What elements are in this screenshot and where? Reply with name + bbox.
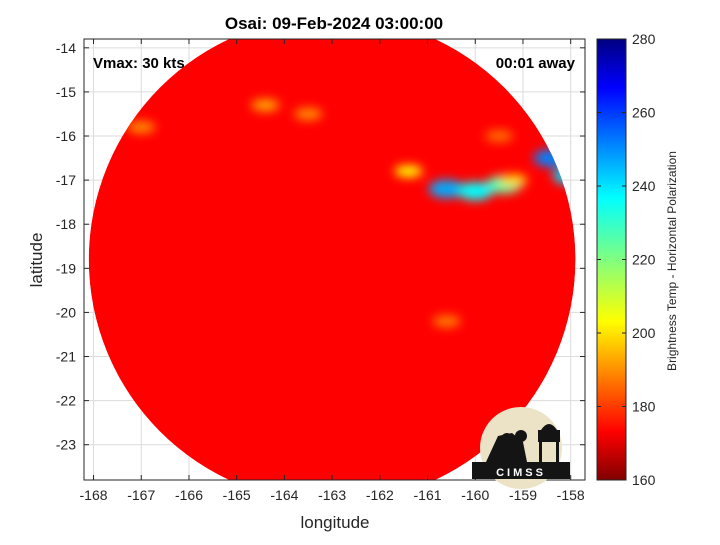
y-tick-label: -22: [56, 393, 76, 409]
colorbar-tick-label: 220: [632, 252, 656, 268]
x-tick-label: -160: [461, 487, 489, 503]
x-tick-label: -159: [509, 487, 537, 503]
x-tick-label: -163: [318, 487, 346, 503]
x-tick-label: -168: [80, 487, 108, 503]
convection-feature: [127, 121, 156, 134]
x-tick-label: -166: [175, 487, 203, 503]
colorbar-tick-label: 160: [632, 472, 656, 488]
y-tick-label: -21: [56, 349, 76, 365]
colorbar-tick-label: 260: [632, 105, 656, 121]
y-tick-label: -17: [56, 172, 76, 188]
colorbar-ticks: 160 180 200 220 240 260 280: [597, 31, 656, 488]
convection-feature: [394, 165, 423, 178]
convection-feature: [485, 130, 514, 143]
convection-feature: [251, 99, 280, 112]
x-tick-label: -161: [414, 487, 442, 503]
colorbar-tick-label: 200: [632, 325, 656, 341]
convection-feature: [432, 315, 461, 328]
convection-feature: [499, 174, 528, 187]
convection-feature: [457, 182, 494, 201]
axes: -168 -167 -166 -165 -164 -163 -162 -161 -160 -159…: [56, 38, 586, 503]
chart-title: Osai: 09-Feb-2024 03:00:00: [225, 14, 443, 33]
x-tick-label: -164: [270, 487, 298, 503]
cimss-logo-text: CIMSS: [496, 467, 546, 479]
colorbar-tick-label: 240: [632, 178, 656, 194]
convection-feature: [428, 179, 465, 198]
y-tick-label: -23: [56, 437, 76, 453]
vmax-annotation: Vmax: 30 kts: [93, 55, 185, 72]
x-tick-label: -158: [557, 487, 585, 503]
y-tick-label: -19: [56, 260, 76, 276]
colorbar-tick-label: 180: [632, 399, 656, 415]
y-tick-label: -15: [56, 84, 76, 100]
x-axis-label: longitude: [300, 513, 369, 532]
y-tick-label: -20: [56, 304, 76, 320]
y-tick-label: -16: [56, 128, 76, 144]
colorbar-tick-label: 280: [632, 31, 656, 47]
y-tick-label: -14: [56, 40, 76, 56]
x-tick-label: -162: [366, 487, 394, 503]
swath-background: [88, 39, 576, 480]
time-away-annotation: 00:01 away: [496, 55, 576, 72]
x-tick-label: -165: [223, 487, 251, 503]
colorbar-label: Brightness Temp - Horizontal Polarizatio…: [665, 151, 679, 371]
cimss-logo: CIMSS: [472, 407, 570, 489]
colorbar: [596, 38, 627, 481]
y-tick-label: -18: [56, 216, 76, 232]
axes-frame: [83, 38, 586, 481]
data-swath: [88, 39, 576, 480]
x-tick-label: -167: [127, 487, 155, 503]
convection-feature: [294, 107, 323, 120]
y-axis-label: latitude: [27, 233, 46, 288]
